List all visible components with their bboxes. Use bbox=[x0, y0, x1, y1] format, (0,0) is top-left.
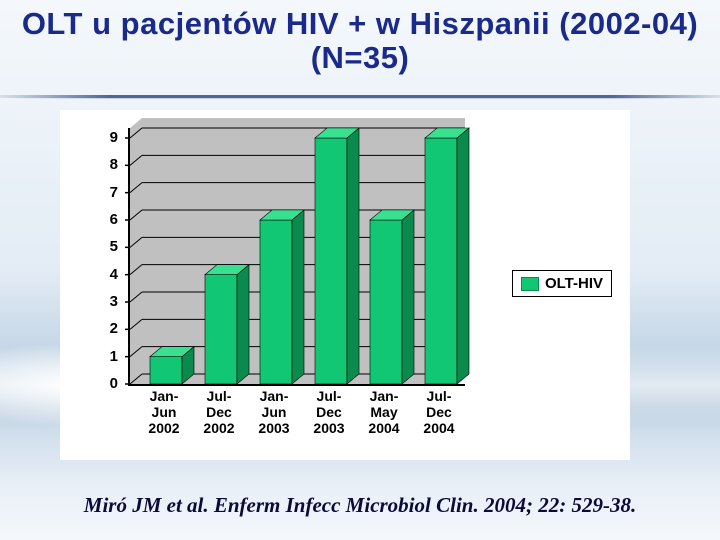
y-tick-label: 3 bbox=[60, 293, 118, 310]
legend-swatch bbox=[521, 277, 539, 291]
chart-plot bbox=[128, 128, 465, 386]
x-category-label: Jan-Jun2002 bbox=[136, 388, 192, 436]
y-tick-label: 6 bbox=[60, 211, 118, 228]
y-tick-label: 5 bbox=[60, 238, 118, 255]
slide: OLT u pacjentów HIV + w Hiszpanii (2002-… bbox=[0, 0, 720, 540]
title-line-1: OLT u pacjentów HIV + w Hiszpanii (2002-… bbox=[0, 6, 720, 42]
y-tick-label: 2 bbox=[60, 320, 118, 337]
y-tick-label: 1 bbox=[60, 348, 118, 365]
legend-label: OLT-HIV bbox=[545, 275, 603, 292]
y-tick-label: 0 bbox=[60, 375, 118, 392]
slide-title: OLT u pacjentów HIV + w Hiszpanii (2002-… bbox=[0, 6, 720, 76]
y-tick-label: 8 bbox=[60, 156, 118, 173]
citation: Miró JM et al. Enferm Infecc Microbiol C… bbox=[0, 493, 720, 518]
x-category-label: Jul-Dec2003 bbox=[301, 388, 357, 436]
x-category-label: Jul-Dec2002 bbox=[191, 388, 247, 436]
title-line-2: (N=35) bbox=[0, 40, 720, 76]
x-category-label: Jan-Jun2003 bbox=[246, 388, 302, 436]
y-tick-label: 4 bbox=[60, 266, 118, 283]
y-tick-label: 9 bbox=[60, 129, 118, 146]
x-category-label: Jul-Dec2004 bbox=[411, 388, 467, 436]
title-divider bbox=[0, 95, 720, 99]
chart-legend: OLT-HIV bbox=[512, 270, 612, 297]
chart-panel: 0 1 2 3 4 5 6 7 8 9 Jan-Jun2002Jul-Dec2002Jan-Jun… bbox=[60, 110, 630, 460]
x-category-label: Jan-May2004 bbox=[356, 388, 412, 436]
chart-svg bbox=[130, 128, 465, 384]
y-tick-label: 7 bbox=[60, 184, 118, 201]
